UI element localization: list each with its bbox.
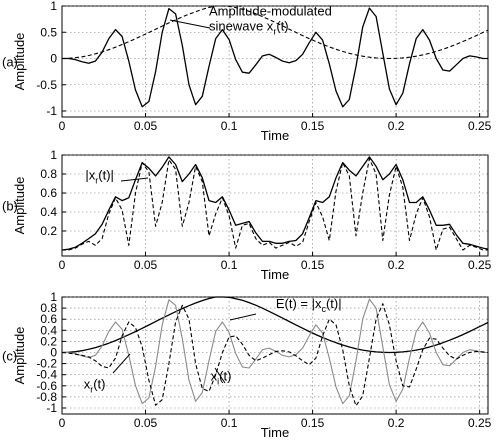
x-tick-label: 0.1 <box>221 416 238 430</box>
y-axis-label: Amplitude <box>12 327 27 385</box>
x-tick-label: 0.2 <box>388 416 405 430</box>
y-tick-label: 0 <box>50 52 57 66</box>
annotation-subscript: r <box>95 176 98 186</box>
x-tick-label: 0.15 <box>301 119 325 133</box>
panel-label: (c) <box>2 349 17 364</box>
annotation-suffix: (t)| <box>326 296 342 311</box>
annotation-1: Amplitude-modulated sinewave xr(t) <box>209 3 332 36</box>
panel-label: (a) <box>2 55 18 70</box>
x-tick-label: 0.05 <box>134 258 158 272</box>
annotation-suffix: (t)| <box>98 168 114 183</box>
x-tick-label: 0.25 <box>468 416 492 430</box>
panel-1: 0 0.05 0.1 0.15 0.2 0.25 -1 -0.5 0 0.5 1 Time Amplit… <box>2 0 492 143</box>
y-tick-label: 0.4 <box>40 205 57 219</box>
y-tick-label: 0 <box>50 346 57 360</box>
x-axis-label: Time <box>261 425 289 440</box>
y-tick-label: 0.2 <box>40 224 57 238</box>
x-tick-label: 0.15 <box>301 258 325 272</box>
y-tick-label: 0.6 <box>40 186 57 200</box>
y-tick-label: -0.6 <box>36 379 57 393</box>
x-tick-label: 0 <box>59 416 66 430</box>
y-tick-label: -0.5 <box>36 78 57 92</box>
x-axis-label: Time <box>261 128 289 143</box>
y-tick-label: 1 <box>50 148 57 162</box>
annotation-text: Amplitude-modulated <box>209 3 332 18</box>
x-tick-label: 0.2 <box>388 258 405 272</box>
annotation-text: x <box>211 368 218 383</box>
series-line-2 <box>61 156 489 251</box>
annotation-pointer <box>229 313 257 321</box>
series-line-1 <box>62 158 488 251</box>
y-tick-label: 1 <box>50 0 57 13</box>
y-axis-label: Amplitude <box>12 177 27 235</box>
annotation-suffix: (t) <box>276 18 288 33</box>
y-tick-label: -0.4 <box>36 368 57 382</box>
y-tick-label: 0.6 <box>40 312 57 326</box>
series-line-1 <box>61 5 489 60</box>
series-line-2 <box>62 7 488 108</box>
series-line-3 <box>61 303 489 407</box>
x-tick-label: 0.05 <box>134 416 158 430</box>
y-tick-label: -1 <box>46 401 57 415</box>
plot-frame <box>61 5 489 118</box>
x-tick-label: 0.1 <box>221 258 238 272</box>
annotation-pointer <box>169 19 211 29</box>
y-axis-label: Amplitude <box>12 33 27 91</box>
annotation-pointer <box>112 353 131 374</box>
annotation-suffix: (t) <box>93 377 105 392</box>
annotation-subscript: i <box>217 376 219 386</box>
x-axis-label: Time <box>261 267 289 282</box>
x-tick-label: 0 <box>59 258 66 272</box>
plot-frame <box>61 154 489 257</box>
annotation-text: E(t) = |x <box>276 296 322 311</box>
y-tick-label: -0.2 <box>36 357 57 371</box>
annotation-text: |x <box>85 168 95 183</box>
x-tick-label: 0.1 <box>221 119 238 133</box>
y-tick-label: -1 <box>46 104 57 118</box>
y-tick-label: 0.2 <box>40 334 57 348</box>
y-tick-label: -0.8 <box>36 390 57 404</box>
y-tick-label: 1 <box>50 290 57 304</box>
annotation-2: xr(t) <box>84 377 106 395</box>
x-tick-label: 0 <box>59 119 66 133</box>
panel-label: (b) <box>2 199 18 214</box>
annotation-suffix: (t) <box>219 368 231 383</box>
panel-2: 0 0.05 0.1 0.15 0.2 0.25 0.2 0.4 0.6 0.8 1 Time Ampl… <box>2 148 492 282</box>
y-tick-label: 0.8 <box>40 167 57 181</box>
y-tick-label: 0.8 <box>40 301 57 315</box>
annotation-text: x <box>84 377 91 392</box>
y-tick-label: 0.4 <box>40 323 57 337</box>
x-tick-label: 0.2 <box>388 119 405 133</box>
annotation-subscript: r <box>90 385 93 395</box>
annotation-pointer <box>214 367 226 384</box>
series-line-1 <box>61 296 489 354</box>
x-tick-label: 0.25 <box>468 119 492 133</box>
y-tick-label: 0.5 <box>40 25 57 39</box>
annotation-1: E(t) = |xc(t)| <box>276 296 342 314</box>
panel-3: 0 0.05 0.1 0.15 0.2 0.25-1-0.8-0.6-0.4-0.200.… <box>2 290 492 440</box>
annotation-subscript: c <box>321 304 326 314</box>
annotation-text: sinewave x <box>209 18 274 33</box>
x-tick-label: 0.25 <box>468 258 492 272</box>
annotation-subscript: r <box>273 26 276 36</box>
annotation-pointer <box>120 177 149 182</box>
annotation-1: |xr(t)| <box>85 168 114 186</box>
x-tick-label: 0.15 <box>301 416 325 430</box>
x-tick-label: 0.05 <box>134 119 158 133</box>
